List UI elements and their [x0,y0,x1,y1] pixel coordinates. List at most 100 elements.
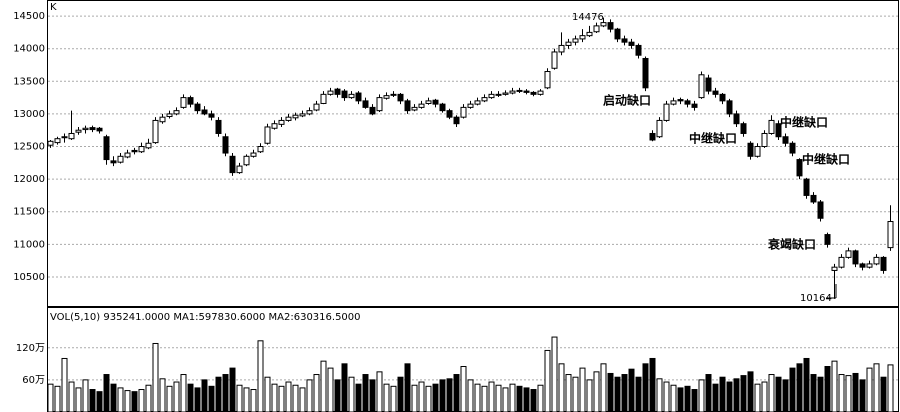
volume-bar [649,357,656,412]
candle-body [292,114,299,119]
candle-body [264,126,271,144]
volume-bar [264,376,271,412]
volume-bar [859,379,866,412]
candle-body [460,106,467,118]
volume-bar [250,389,257,412]
volume-bar [572,376,579,412]
candle-body [215,119,222,134]
volume-bar [117,387,124,412]
candle-body [306,110,313,115]
y-tick-label: 14500 [13,11,45,22]
volume-bar [124,390,131,412]
volume-bar [537,384,544,412]
candle-body [572,38,579,43]
volume-bar [558,363,565,412]
candle-body [691,103,698,108]
volume-bar [782,379,789,412]
volume-bar [810,374,817,412]
candle-body [516,89,523,92]
candle-body [530,91,537,95]
candle-body [628,41,635,46]
candle-body [75,129,82,133]
volume-bar [166,385,173,412]
candle-body [838,256,845,268]
candle-body [502,92,509,95]
volume-bar [348,376,355,412]
candle-body [124,152,131,158]
candle-body [831,266,838,271]
candle-body [390,93,397,96]
candle-body [61,136,68,139]
candle-body [747,142,754,157]
volume-bar [82,379,89,412]
candle-body [383,95,390,99]
volume-bar [369,379,376,412]
candle-body [621,38,628,43]
candle-body [733,113,740,125]
candle-body [635,44,642,56]
candle-body [47,140,54,146]
volume-bar [208,385,215,412]
volume-bar [740,375,747,412]
volume-bar [68,381,75,412]
candle-body [446,110,453,118]
volume-bar [110,383,117,412]
volume-bar [565,374,572,412]
candle-body [187,97,194,105]
volume-bar [215,376,222,412]
volume-header: VOL(5,10) 935241.0000 MA1:597830.6000 MA… [50,312,361,323]
volume-bar [313,374,320,412]
annotation: 中继缺口 [689,131,737,146]
volume-bar [411,384,418,412]
candle-body [173,110,180,115]
volume-bar [75,387,82,412]
candle-body [775,123,782,138]
volume-bar [131,391,138,412]
volume-bar [691,389,698,412]
candle-body [887,221,894,249]
volume-bar [187,383,194,412]
volume-bar [831,360,838,412]
volume-bar [229,367,236,412]
volume-bar [789,367,796,412]
candle-body [145,142,152,149]
candle-body [103,136,110,161]
candle-body [537,90,544,95]
candle-body [418,103,425,108]
volume-bar [635,376,642,412]
volume-bar [103,374,110,412]
volume-bar [152,342,159,412]
candle-body [474,100,481,105]
candle-body [355,92,362,102]
volume-bar [551,336,558,412]
candle-body [845,250,852,258]
candle-body [677,99,684,102]
candle-body [593,25,600,33]
candle-body [131,149,138,153]
volume-bar [509,383,516,412]
volume-bar [747,371,754,412]
candle-body [880,256,887,271]
volume-bar [516,385,523,412]
volume-bar [362,374,369,412]
candle-body [740,123,747,134]
candle-body [712,90,719,95]
candle-body [376,97,383,112]
volume-bar [887,364,894,412]
candle-body [96,127,103,132]
volume-bar [453,374,460,412]
y-tick-label: 14000 [13,44,45,55]
volume-bar [712,383,719,412]
volume-bar [257,340,264,412]
candle-body [278,119,285,125]
candle-body [152,119,159,144]
candle-body [495,93,502,96]
vol-tick-label: 120万 [16,343,45,354]
candle-body [558,44,565,53]
volume-bar [768,374,775,412]
volume-bar [523,387,530,412]
volume-bar [726,381,733,412]
volume-bar [243,387,250,412]
volume-bar [817,376,824,412]
candle-body [649,132,656,141]
